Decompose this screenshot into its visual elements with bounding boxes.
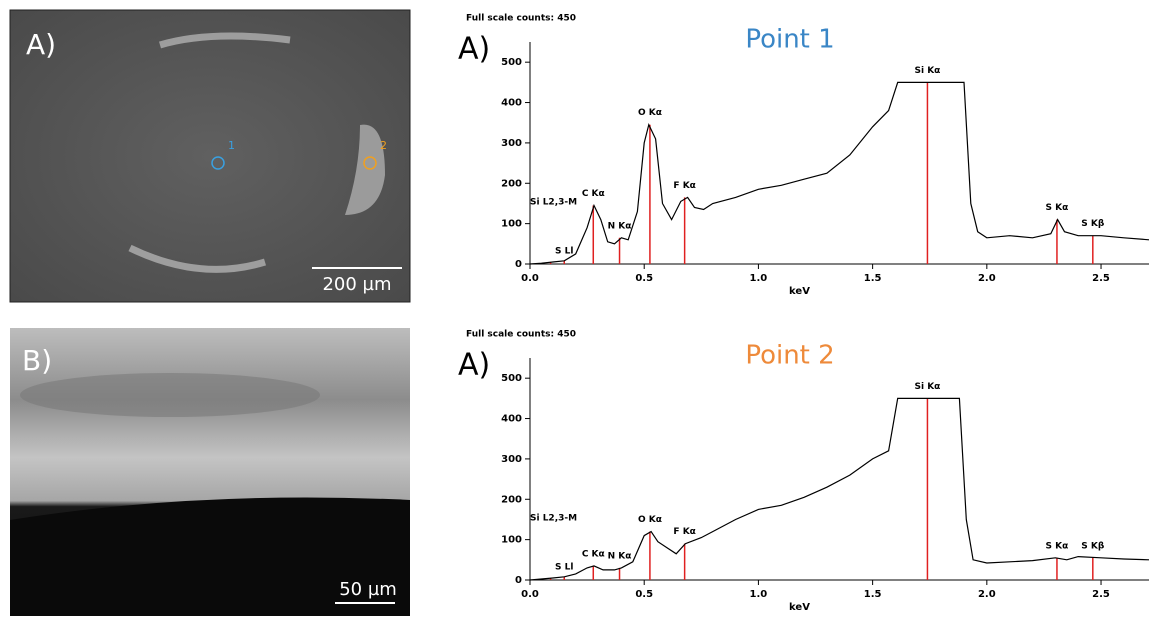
peak-label: Si L2,3-M: [530, 198, 577, 208]
marker-label: 2: [380, 139, 387, 152]
x-tick-label: 1.5: [864, 273, 882, 284]
peak-label: O Kα: [638, 108, 662, 118]
peak-label: Si L2,3-M: [530, 514, 577, 524]
y-tick-label: 400: [501, 414, 522, 425]
y-tick-label: 200: [501, 178, 522, 189]
peak-label: S Ll: [555, 562, 573, 572]
y-tick-label: 100: [501, 219, 522, 230]
x-tick-label: 2.5: [1092, 589, 1110, 600]
x-tick-label: 0.5: [635, 273, 653, 284]
x-axis-label: keV: [789, 286, 810, 297]
x-tick-label: 2.5: [1092, 273, 1110, 284]
peak-label: F Kα: [673, 527, 695, 537]
x-tick-label: 0.0: [521, 589, 539, 600]
spectrum-line: [529, 81, 1149, 265]
y-tick-label: 500: [501, 57, 522, 68]
x-tick-label: 1.0: [750, 589, 768, 600]
sem-image-b: [10, 328, 410, 616]
marker-label: 1: [228, 139, 235, 152]
panel-label: A): [458, 32, 490, 67]
y-tick-label: 100: [501, 535, 522, 546]
y-tick-label: 300: [501, 138, 522, 149]
y-tick-label: 0: [515, 575, 522, 586]
panel-label: A): [458, 348, 490, 383]
x-tick-label: 1.0: [750, 273, 768, 284]
chart-title: Point 1: [745, 25, 834, 55]
peak-label: S Kβ: [1081, 541, 1105, 551]
scale-bar-label: 50 µm: [339, 579, 397, 600]
x-tick-label: 0.5: [635, 589, 653, 600]
peak-label: O Kα: [638, 515, 662, 525]
peak-label: N Kα: [608, 221, 632, 231]
x-tick-label: 2.0: [978, 273, 996, 284]
y-tick-label: 400: [501, 98, 522, 109]
x-axis-label: keV: [789, 602, 810, 613]
peak-label: S Kα: [1046, 541, 1069, 551]
y-tick-label: 500: [501, 373, 522, 384]
peak-label: Si Kα: [915, 382, 941, 392]
chart-title: Point 2: [745, 341, 834, 371]
spectrum-line: [529, 397, 1149, 581]
peak-label: S Kα: [1046, 203, 1069, 213]
scale-bar-label: 200 µm: [322, 274, 391, 295]
image-label: B): [22, 344, 52, 377]
sem-image-a: [9, 9, 411, 303]
header: Full scale counts: 450: [466, 330, 576, 340]
peak-label: N Kα: [608, 551, 632, 561]
peak-label: F Kα: [673, 181, 695, 191]
peak-label: C Kα: [582, 189, 605, 199]
x-tick-label: 2.0: [978, 589, 996, 600]
x-tick-label: 0.0: [521, 273, 539, 284]
peak-label: S Ll: [555, 246, 573, 256]
peak-label: Si Kα: [915, 66, 941, 76]
y-tick-label: 200: [501, 494, 522, 505]
x-tick-label: 1.5: [864, 589, 882, 600]
header: Full scale counts: 450: [466, 14, 576, 24]
peak-label: S Kβ: [1081, 219, 1105, 229]
y-tick-label: 0: [515, 259, 522, 270]
image-label: A): [26, 28, 56, 61]
y-tick-label: 300: [501, 454, 522, 465]
peak-label: C Kα: [582, 549, 605, 559]
